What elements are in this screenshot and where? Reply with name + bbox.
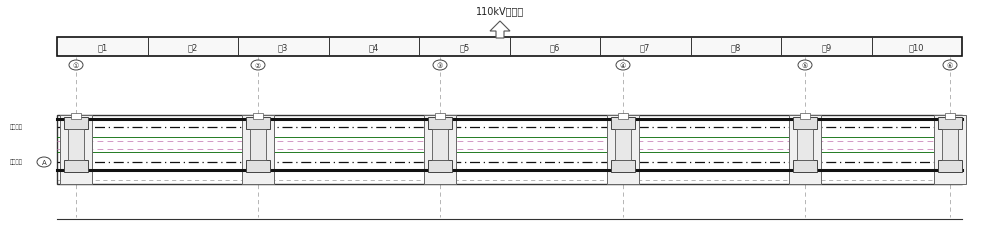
Text: 线9: 线9: [821, 43, 831, 52]
Ellipse shape: [433, 61, 447, 71]
Text: 线2: 线2: [188, 43, 198, 52]
Bar: [71, 113, 81, 119]
Text: ②: ②: [255, 63, 261, 69]
Bar: [793, 117, 817, 129]
Polygon shape: [490, 22, 510, 39]
Bar: [432, 129, 448, 160]
Bar: [945, 113, 955, 119]
Bar: [934, 115, 966, 184]
Text: 线5: 线5: [459, 43, 469, 52]
Bar: [793, 160, 817, 172]
Text: ①: ①: [73, 63, 79, 69]
Bar: [615, 129, 631, 160]
Bar: [57, 115, 962, 184]
Text: 线3: 线3: [278, 43, 288, 52]
Bar: [64, 117, 88, 129]
Bar: [938, 160, 962, 172]
Ellipse shape: [798, 61, 812, 71]
Bar: [607, 115, 639, 184]
Text: 柱中心线: 柱中心线: [10, 124, 23, 129]
Bar: [611, 160, 635, 172]
Text: ⑥: ⑥: [947, 63, 953, 69]
Ellipse shape: [69, 61, 83, 71]
Text: ④: ④: [620, 63, 626, 69]
Text: 线1: 线1: [97, 43, 107, 52]
Text: 线7: 线7: [640, 43, 650, 52]
Bar: [800, 113, 810, 119]
Bar: [435, 113, 445, 119]
Text: A: A: [42, 159, 46, 165]
Bar: [250, 129, 266, 160]
Bar: [424, 115, 456, 184]
Bar: [428, 117, 452, 129]
Text: ⑤: ⑤: [802, 63, 808, 69]
Text: 线10: 线10: [909, 43, 924, 52]
Bar: [428, 160, 452, 172]
Ellipse shape: [616, 61, 630, 71]
Bar: [942, 129, 958, 160]
Bar: [797, 129, 813, 160]
Ellipse shape: [943, 61, 957, 71]
Bar: [57, 38, 962, 57]
Text: 110kV线路接: 110kV线路接: [476, 6, 524, 16]
Text: 线4: 线4: [369, 43, 379, 52]
Bar: [246, 117, 270, 129]
Text: 线6: 线6: [550, 43, 560, 52]
Bar: [60, 115, 92, 184]
Text: 柱中心线: 柱中心线: [10, 158, 23, 164]
Bar: [253, 113, 263, 119]
Bar: [789, 115, 821, 184]
Bar: [618, 113, 628, 119]
Bar: [68, 129, 84, 160]
Text: ③: ③: [437, 63, 443, 69]
Ellipse shape: [251, 61, 265, 71]
Text: 线8: 线8: [731, 43, 741, 52]
Bar: [611, 117, 635, 129]
Bar: [242, 115, 274, 184]
Ellipse shape: [37, 157, 51, 167]
Bar: [64, 160, 88, 172]
Bar: [246, 160, 270, 172]
Bar: [938, 117, 962, 129]
